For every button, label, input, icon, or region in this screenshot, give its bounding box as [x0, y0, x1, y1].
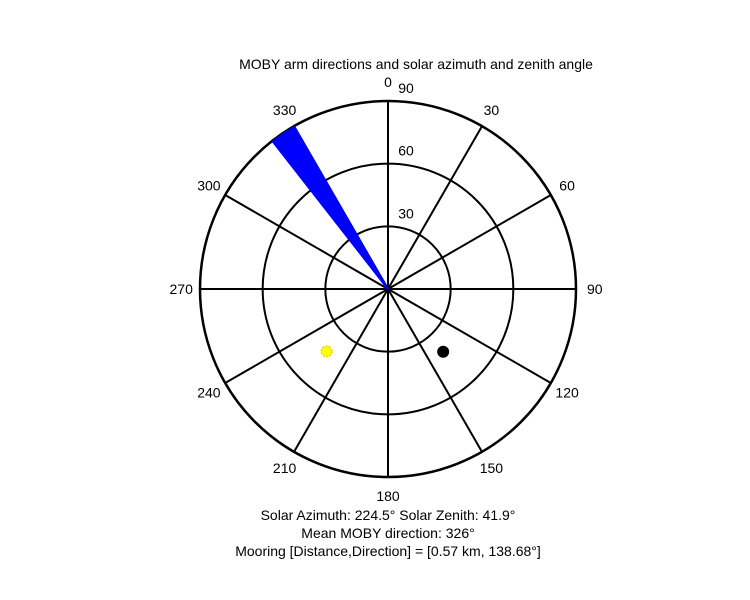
angle-tick-label-30: 30 [484, 102, 500, 118]
radial-tick-label-90: 90 [398, 80, 414, 96]
radial-tick-labels: 30 60 90 [398, 80, 414, 221]
angle-tick-label-270: 270 [170, 281, 194, 297]
radial-tick-label-60: 60 [398, 143, 414, 159]
angle-tick-label-330: 330 [273, 102, 297, 118]
angle-tick-label-0: 0 [384, 74, 392, 90]
markers [320, 345, 450, 358]
mooring-marker [437, 345, 450, 358]
angle-tick-label-150: 150 [480, 460, 504, 476]
angle-tick-label-120: 120 [555, 384, 579, 400]
angle-tick-label-180: 180 [376, 488, 400, 504]
angle-tick-label-60: 60 [559, 178, 575, 194]
angle-tick-label-210: 210 [273, 460, 297, 476]
sun-marker [320, 345, 333, 358]
radial-tick-label-30: 30 [398, 205, 414, 221]
mooring-caption: Mooring [Distance,Direction] = [0.57 km,… [235, 543, 541, 559]
angle-tick-label-300: 300 [197, 178, 221, 194]
chart-title: MOBY arm directions and solar azimuth an… [239, 56, 593, 72]
angle-tick-labels: 0 30 60 90 120 150 180 210 240 270 300 330 [170, 74, 603, 504]
angle-tick-label-90: 90 [587, 281, 603, 297]
moby-direction-caption: Mean MOBY direction: 326° [301, 525, 475, 541]
arm-direction-line-16 [293, 125, 389, 290]
angle-tick-label-240: 240 [197, 384, 221, 400]
solar-caption: Solar Azimuth: 224.5° Solar Zenith: 41.9… [260, 507, 516, 523]
arm-directions [271, 125, 389, 290]
